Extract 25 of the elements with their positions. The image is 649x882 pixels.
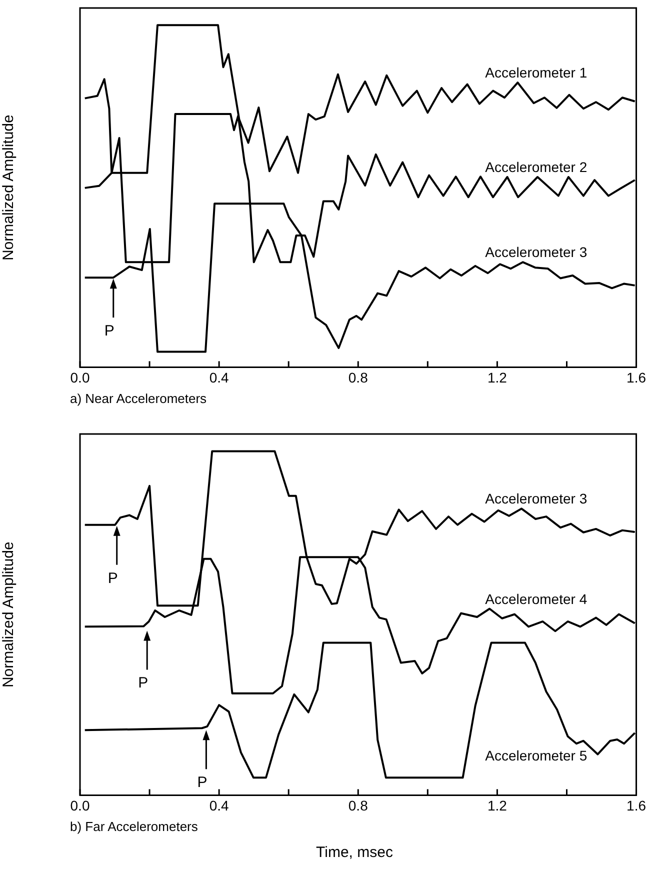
x-tick-label: 1.2 [487, 369, 508, 386]
x-tick-label: 0.4 [209, 797, 230, 814]
x-axis-title: Time, msec [315, 844, 394, 861]
y-axis-title: Normalized Amplitude [0, 542, 18, 688]
series-label: Accelerometer 5 [485, 748, 588, 764]
x-tick-label: 0.0 [70, 797, 90, 814]
annotation: P [108, 570, 118, 587]
series-label: Accelerometer 2 [485, 158, 588, 175]
text: a) Near Accelerometers [69, 390, 208, 408]
x-tick-label: 1.2 [487, 797, 508, 814]
series-label: Accelerometer 4 [485, 590, 588, 607]
annotation: P [197, 774, 208, 792]
series-label: Accelerometer 3 [485, 244, 588, 260]
x-tick-label: 0.8 [348, 797, 368, 814]
text: b) Far Accelerometers [69, 818, 199, 836]
x-tick-label: 0.8 [348, 369, 368, 386]
x-tick-label: 1.6 [626, 797, 646, 814]
series-label: Accelerometer 3 [485, 490, 588, 507]
annotation: P [104, 322, 114, 340]
x-tick-label: 0.4 [209, 369, 230, 386]
series-label: Accelerometer 1 [485, 64, 588, 81]
x-tick-label: 0.0 [70, 369, 90, 386]
annotation: P [138, 674, 148, 692]
y-axis-title: Normalized Amplitude [0, 114, 18, 261]
x-tick-label: 1.6 [626, 369, 646, 386]
